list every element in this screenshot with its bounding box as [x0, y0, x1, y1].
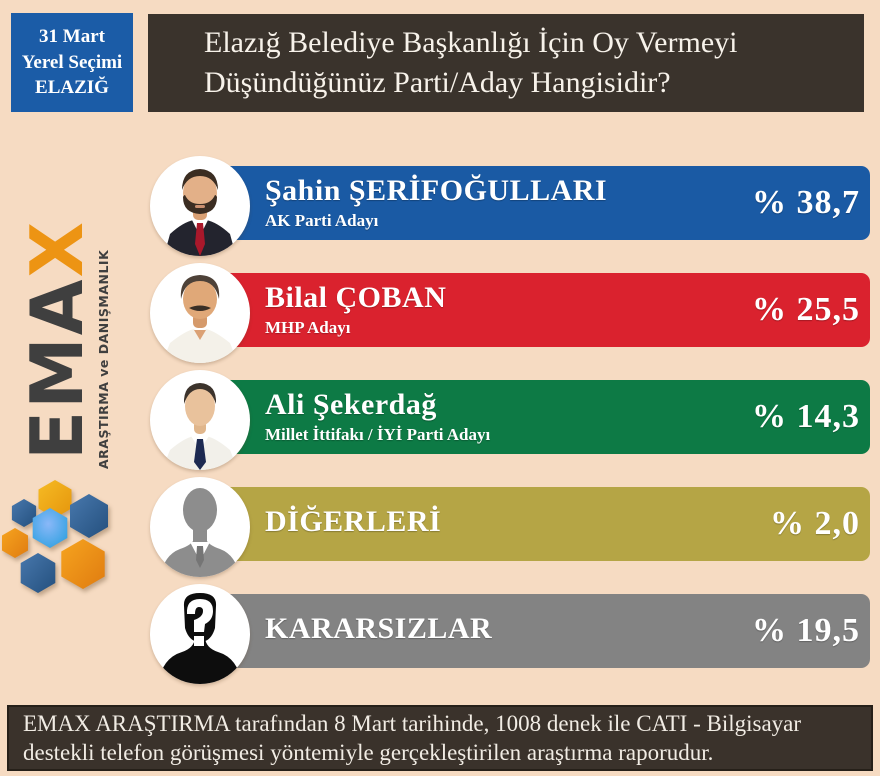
result-percentage: % 38,7 — [752, 184, 860, 221]
question-line-2: Düşündüğünüz Parti/Aday Hangisidir? — [204, 66, 671, 99]
result-bar-1: Şahin ŞERİFOĞULLARI AK Parti Adayı % 38,… — [193, 166, 870, 240]
man-navy-tie-photo — [150, 370, 250, 470]
result-percentage: % 2,0 — [770, 505, 860, 542]
footer-line-2: destekli telefon görüşmesi yöntemiyle ge… — [23, 740, 714, 765]
result-bar-4: DİĞERLERİ % 2,0 — [193, 487, 870, 561]
result-bar-2: Bilal ÇOBAN MHP Adayı % 25,5 — [193, 273, 870, 347]
candidate-name: Bilal ÇOBAN — [265, 281, 447, 315]
badge-line-date: 31 Mart — [39, 26, 105, 48]
result-row-5: KARARSIZLAR % 19,5 — [0, 582, 880, 686]
footer-line-1: EMAX ARAŞTIRMA tarafından 8 Mart tarihin… — [23, 710, 802, 736]
man-mustache-photo — [150, 263, 250, 363]
result-row-3: Ali Şekerdağ Millet İttifakı / İYİ Parti… — [0, 368, 880, 472]
hexagon-cluster-logo-icon — [2, 480, 108, 593]
result-percentage: % 14,3 — [752, 398, 860, 435]
question-line-1: Elazığ Belediye Başkanlığı İçin Oy Verme… — [204, 26, 738, 60]
result-row-2: Bilal ÇOBAN MHP Adayı % 25,5 — [0, 261, 880, 365]
methodology-footer: EMAX ARAŞTIRMA tarafından 8 Mart tarihin… — [7, 705, 873, 771]
election-badge: 31 Mart Yerel Seçimi ELAZIĞ — [11, 13, 133, 112]
candidate-name: DİĞERLERİ — [265, 505, 442, 539]
candidate-name: Ali Şekerdağ — [265, 388, 437, 422]
man-beard-red-tie-photo — [150, 156, 250, 256]
result-bar-5: KARARSIZLAR % 19,5 — [193, 594, 870, 668]
result-percentage: % 25,5 — [752, 291, 860, 328]
badge-line-city: ELAZIĞ — [35, 77, 109, 99]
candidate-party: AK Parti Adayı — [265, 210, 379, 230]
result-bar-3: Ali Şekerdağ Millet İttifakı / İYİ Parti… — [193, 380, 870, 454]
badge-line-type: Yerel Seçimi — [21, 51, 123, 73]
candidate-party: MHP Adayı — [265, 317, 351, 337]
result-row-1: Şahin ŞERİFOĞULLARI AK Parti Adayı % 38,… — [0, 154, 880, 258]
candidate-name: Şahin ŞERİFOĞULLARI — [265, 174, 608, 208]
candidate-name: KARARSIZLAR — [265, 612, 493, 646]
question-mark-silhouette-avatar — [150, 584, 250, 684]
gray-silhouette-avatar — [150, 477, 250, 577]
candidate-party: Millet İttifakı / İYİ Parti Adayı — [265, 424, 491, 444]
result-row-4: DİĞERLERİ % 2,0 — [0, 475, 880, 579]
result-percentage: % 19,5 — [752, 612, 860, 649]
question-banner: Elazığ Belediye Başkanlığı İçin Oy Verme… — [148, 14, 864, 112]
